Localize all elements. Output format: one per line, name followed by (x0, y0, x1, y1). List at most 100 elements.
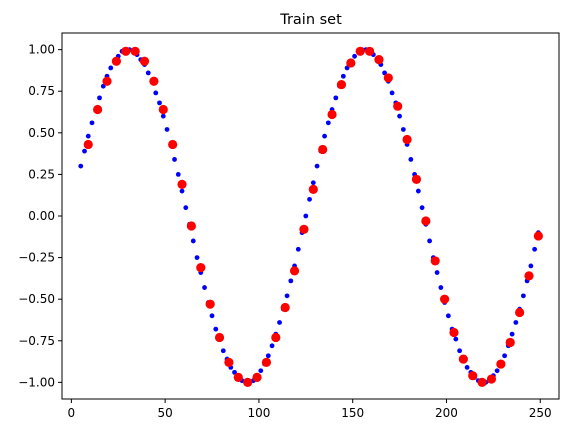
blue-point (352, 53, 357, 59)
x-tick-label: 0 (68, 406, 76, 420)
blue-point (408, 157, 414, 162)
blue-point (464, 364, 470, 370)
blue-point (528, 263, 534, 269)
red-point (355, 46, 365, 56)
red-point (130, 46, 140, 56)
blue-point (438, 285, 444, 290)
blue-point (333, 95, 339, 101)
red-point (214, 332, 225, 343)
blue-point (78, 163, 84, 169)
blue-point (82, 148, 87, 154)
red-point (158, 104, 168, 115)
blue-point (265, 353, 271, 359)
red-point (233, 372, 243, 382)
red-point (299, 224, 309, 234)
blue-point (269, 343, 275, 349)
blue-point (209, 313, 215, 319)
blue-point (89, 120, 95, 126)
red-point (468, 371, 478, 381)
red-point (271, 332, 281, 343)
red-point (374, 55, 384, 65)
red-point (421, 216, 431, 226)
red-point (336, 79, 347, 90)
red-point (393, 101, 403, 111)
y-tick-label: 0.25 (28, 167, 55, 181)
red-marker-series (83, 46, 543, 387)
red-point (449, 327, 459, 338)
y-tick-label: −0.25 (18, 251, 55, 265)
blue-point (397, 113, 402, 119)
red-point (383, 73, 393, 83)
blue-point (190, 238, 196, 244)
blue-point (202, 285, 207, 290)
blue-point (415, 188, 421, 194)
blue-point (258, 368, 264, 374)
x-tick-label: 50 (158, 406, 173, 420)
blue-point (445, 313, 451, 319)
red-point (327, 109, 337, 120)
blue-point (213, 326, 219, 332)
blue-point (220, 348, 226, 354)
blue-point (494, 368, 500, 374)
red-point (496, 359, 506, 369)
y-tick-label: 0.50 (28, 126, 55, 140)
red-point (111, 56, 121, 66)
blue-point (325, 120, 331, 126)
blue-point (194, 255, 200, 260)
x-tick-label: 150 (341, 406, 364, 420)
blue-point (457, 348, 462, 354)
blue-point (509, 331, 515, 337)
blue-point (179, 188, 185, 194)
blue-point (419, 205, 425, 211)
x-tick-label: 100 (247, 406, 270, 420)
red-point (149, 76, 159, 86)
red-point (196, 262, 206, 273)
red-point (177, 179, 187, 189)
red-point (205, 299, 215, 309)
red-point (168, 139, 178, 150)
red-point (533, 231, 543, 241)
red-point (505, 337, 515, 348)
red-point (93, 104, 103, 115)
red-point (477, 377, 487, 387)
blue-point (145, 70, 151, 76)
red-point (186, 221, 197, 231)
plot-frame (61, 32, 560, 400)
blue-point (307, 196, 312, 202)
red-point (224, 357, 234, 367)
red-point (346, 58, 356, 68)
red-point (139, 56, 150, 66)
red-point (430, 256, 440, 266)
blue-point (322, 133, 327, 139)
y-tick-label: 0.75 (28, 84, 55, 98)
blue-point (389, 90, 395, 96)
blue-point (153, 90, 159, 96)
red-point (411, 174, 422, 184)
blue-point (164, 127, 170, 132)
blue-point (288, 278, 294, 284)
red-point (252, 372, 262, 382)
blue-point (277, 320, 282, 325)
blue-point (434, 270, 440, 275)
red-point (243, 377, 253, 387)
blue-point (310, 180, 316, 186)
y-tick-label: 1.00 (28, 43, 55, 57)
blue-point (314, 163, 320, 169)
blue-point (520, 293, 526, 299)
red-point (524, 271, 534, 281)
blue-point (157, 100, 162, 106)
blue-point (85, 133, 91, 139)
blue-point (175, 172, 181, 177)
blue-point (160, 113, 166, 119)
chart-title: Train set (279, 12, 342, 28)
red-point (440, 294, 450, 304)
blue-point (340, 73, 346, 79)
x-tick-label: 250 (529, 406, 552, 420)
y-tick-label: −1.00 (18, 375, 55, 389)
y-tick-label: 0.00 (28, 209, 55, 223)
blue-point (172, 157, 177, 162)
red-point (261, 357, 272, 367)
blue-point (513, 320, 519, 325)
blue-dot-series (78, 47, 541, 385)
blue-point (295, 246, 301, 252)
